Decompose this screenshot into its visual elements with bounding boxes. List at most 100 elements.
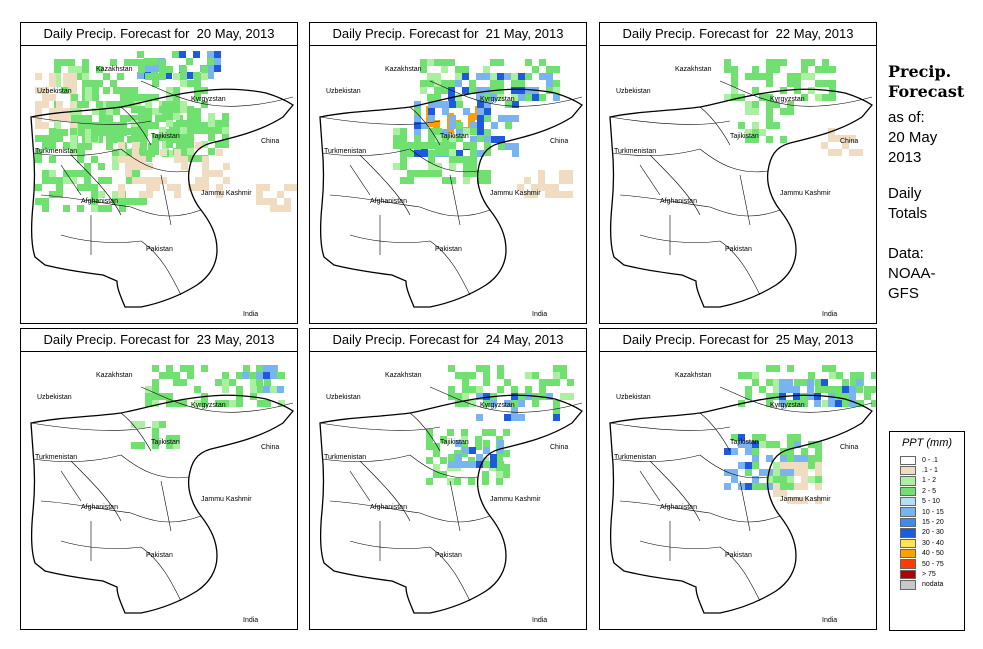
- border-line: [321, 454, 411, 462]
- rain-cell: [414, 150, 421, 157]
- rain-cell: [187, 120, 194, 127]
- rain-cell: [145, 386, 152, 393]
- map-label-kyrgyzstan: Kyrgyzstan: [480, 402, 515, 409]
- rain-cell: [566, 170, 573, 177]
- rain-cell: [103, 87, 110, 94]
- rain-cell: [836, 372, 843, 379]
- rain-cell: [263, 386, 270, 393]
- forecast-map: Kazakhstan Uzbekistan Kyrgyzstan Tajikistan…: [30, 51, 297, 318]
- rain-cell: [166, 66, 173, 73]
- rain-cell: [843, 400, 850, 407]
- rain-cell: [152, 73, 159, 80]
- rain-cell: [78, 143, 85, 150]
- rain-cell: [236, 372, 243, 379]
- rain-cell: [842, 386, 849, 393]
- rain-cell: [56, 177, 63, 184]
- forecast-panel-4: Daily Precip. Forecast for 23 May, 2013 …: [20, 328, 298, 630]
- rain-cell: [461, 429, 468, 436]
- rain-cell: [96, 101, 103, 108]
- rain-cell: [752, 462, 759, 469]
- rain-cell: [124, 87, 131, 94]
- map-label-pakistan: Pakistan: [146, 246, 173, 253]
- rain-cell: [433, 450, 440, 457]
- rain-cell: [82, 59, 89, 66]
- rain-cell: [469, 386, 476, 393]
- rain-cell: [794, 87, 801, 94]
- rain-cell: [461, 443, 468, 450]
- rain-cell: [180, 141, 187, 148]
- rain-cell: [476, 414, 483, 421]
- rain-cell: [738, 462, 745, 469]
- map-label-kazakhstan: Kazakhstan: [96, 372, 133, 379]
- rain-cell: [498, 115, 505, 122]
- rain-cell: [216, 191, 223, 198]
- rain-cell: [793, 393, 800, 400]
- rain-cell: [477, 129, 484, 136]
- border-line: [699, 454, 769, 479]
- rain-cell: [112, 156, 119, 163]
- rain-cell: [766, 455, 773, 462]
- rain-cell: [849, 400, 856, 407]
- rain-cell: [56, 101, 63, 108]
- rain-cell: [801, 462, 808, 469]
- rain-cell: [132, 177, 139, 184]
- rain-cell: [146, 177, 153, 184]
- rain-cell: [807, 379, 814, 386]
- rain-cell: [842, 135, 849, 142]
- legend-swatch: [900, 528, 916, 538]
- rain-cell: [166, 134, 173, 141]
- rain-cell: [169, 150, 176, 157]
- rain-cell: [176, 143, 183, 150]
- rain-cell: [264, 379, 271, 386]
- rain-cell: [92, 87, 99, 94]
- rain-cell: [856, 386, 863, 393]
- rain-cell: [159, 106, 166, 113]
- rain-cell: [738, 441, 745, 448]
- rain-cell: [483, 73, 490, 80]
- rain-cell: [447, 429, 454, 436]
- border-line: [699, 412, 731, 452]
- rain-cell: [835, 400, 842, 407]
- rain-cell: [731, 73, 738, 80]
- rain-cell: [42, 177, 49, 184]
- rain-cell: [766, 94, 773, 101]
- legend-label: 0 - .1: [922, 456, 938, 464]
- rain-cell: [207, 65, 214, 72]
- rain-cell: [477, 122, 484, 129]
- rain-cell: [35, 184, 42, 191]
- rain-cell: [752, 372, 759, 379]
- rain-cell: [35, 122, 42, 129]
- rain-cell: [454, 478, 461, 485]
- rain-cell: [483, 440, 490, 447]
- rain-cell: [208, 134, 215, 141]
- border-line: [639, 540, 721, 549]
- rain-cell: [469, 372, 476, 379]
- border-line: [140, 240, 182, 296]
- rain-cell: [448, 80, 455, 87]
- rain-cell: [518, 73, 525, 80]
- rain-cell: [442, 135, 449, 142]
- rain-cell: [780, 59, 787, 66]
- rain-cell: [455, 372, 462, 379]
- rain-cell: [35, 87, 42, 94]
- rain-cell: [787, 476, 794, 483]
- rain-cell: [482, 478, 489, 485]
- border-line: [329, 194, 421, 208]
- rain-cell: [475, 436, 482, 443]
- rain-cell: [462, 393, 469, 400]
- border-line: [619, 194, 711, 208]
- rain-cell: [194, 400, 201, 407]
- rain-cell: [120, 115, 127, 122]
- rain-cell: [98, 128, 105, 135]
- rain-cell: [166, 94, 173, 101]
- border-line: [649, 460, 701, 522]
- forecast-map: Kazakhstan Uzbekistan Kyrgyzstan Tajikistan…: [609, 59, 873, 318]
- rain-cell: [456, 129, 463, 136]
- rain-cell: [752, 379, 759, 386]
- rain-cell: [84, 163, 91, 170]
- rain-cell: [518, 414, 525, 421]
- rain-cell: [134, 94, 141, 101]
- rain-cell: [538, 177, 545, 184]
- rain-cell: [752, 73, 759, 80]
- rain-cell: [490, 73, 497, 80]
